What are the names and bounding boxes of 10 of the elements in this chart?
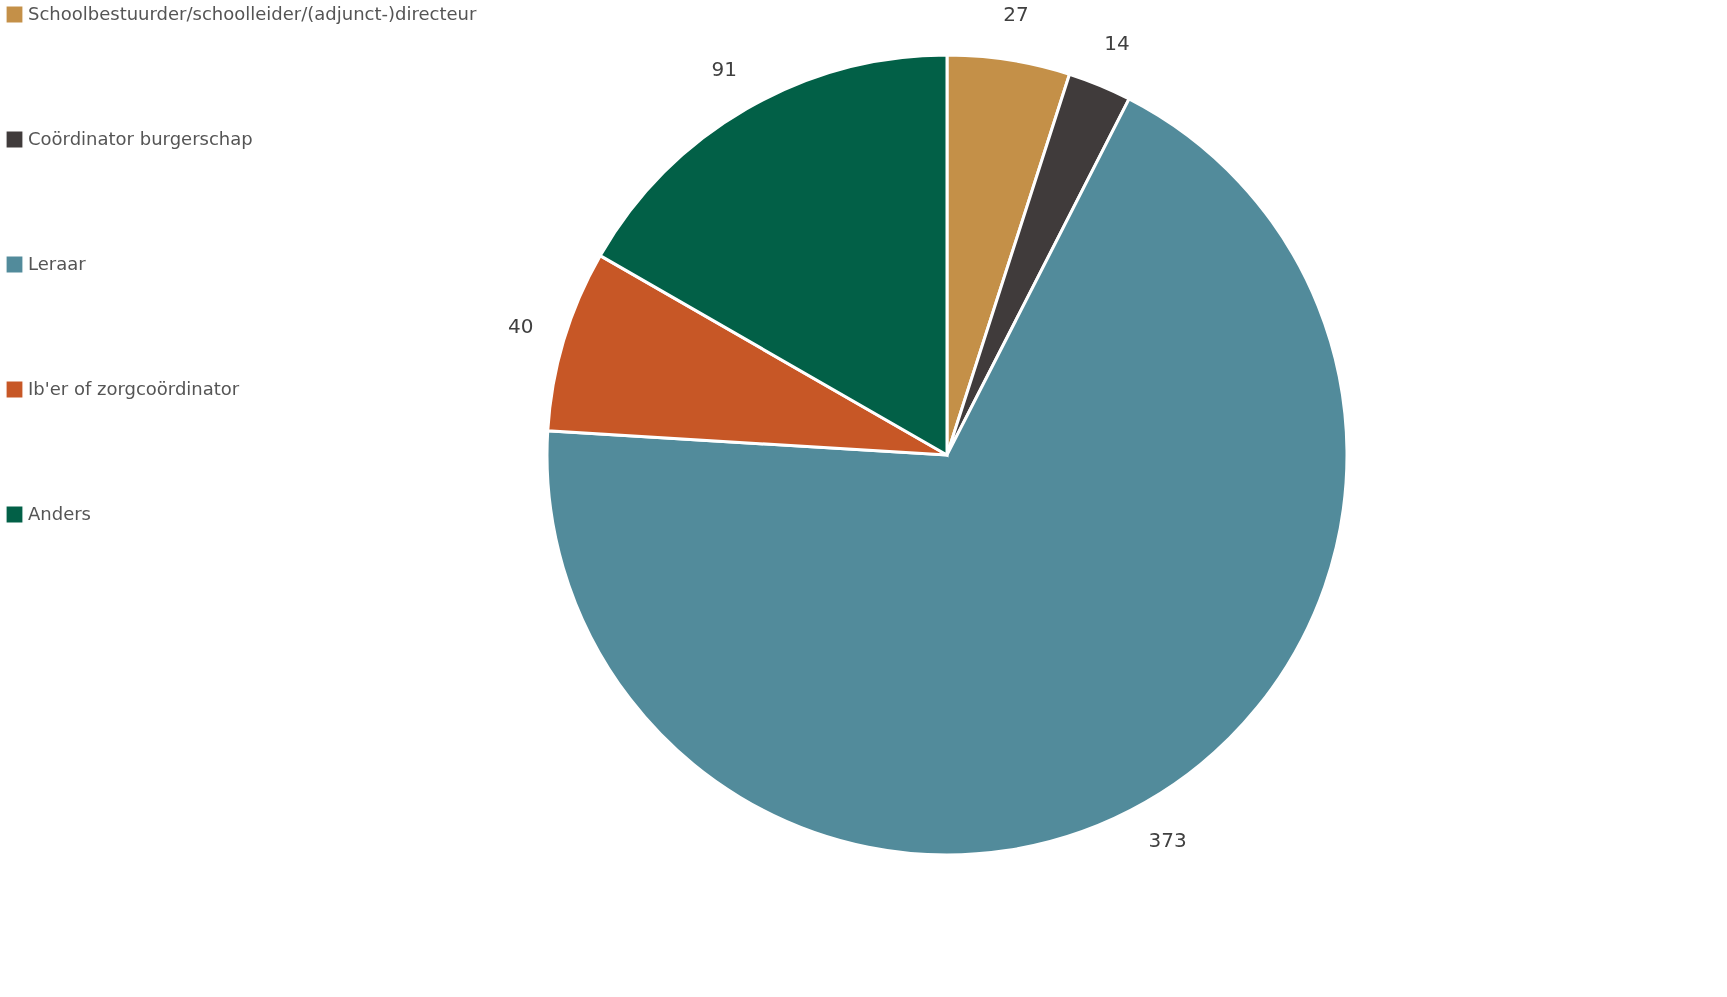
legend-label: Schoolbestuurder/schoolleider/(adjunct-)directeur <box>28 2 478 24</box>
legend-label: Anders <box>28 502 91 524</box>
legend-label: Ib'er of zorgcoördinator <box>28 377 240 399</box>
data-label: 373 <box>1148 828 1187 853</box>
data-label: 91 <box>711 56 737 81</box>
data-label: 40 <box>508 314 534 339</box>
legend-label: Leraar <box>28 252 87 274</box>
data-label: 27 <box>1003 2 1029 27</box>
legend-label: Coördinator burgerschap <box>28 127 253 149</box>
data-label: 14 <box>1104 30 1130 55</box>
